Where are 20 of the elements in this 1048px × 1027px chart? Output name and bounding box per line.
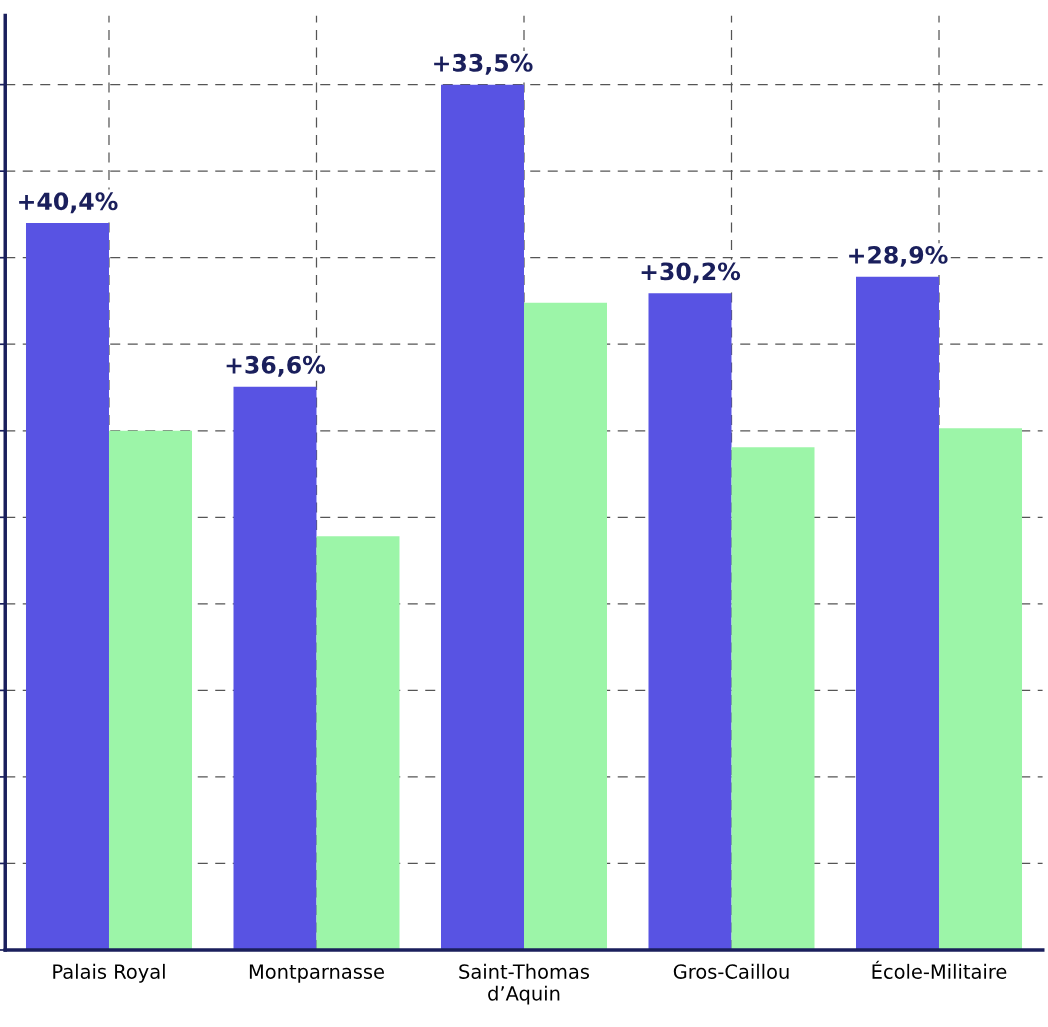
x-tick-label: Montparnasse xyxy=(249,964,384,983)
x-tick-label: Palais Royal xyxy=(53,963,165,983)
bar xyxy=(939,428,1023,950)
bar xyxy=(316,536,400,950)
bar xyxy=(524,302,607,950)
bar xyxy=(856,276,940,950)
x-tick-label: École-Militaire xyxy=(872,960,1007,979)
bar xyxy=(25,223,109,950)
annotation: +28,9% xyxy=(849,245,948,267)
x-tick-label: Saint-Thomas d’Aquin xyxy=(459,963,590,1005)
x-tick-label: Gros-Caillou xyxy=(673,963,789,979)
bar xyxy=(731,447,815,950)
bar xyxy=(233,386,317,950)
annotation: +30,2% xyxy=(641,262,741,284)
annotation: +36,6% xyxy=(226,355,326,377)
annotation: +33,5% xyxy=(434,53,533,75)
bar xyxy=(441,84,524,950)
annotation: +40,4% xyxy=(19,192,118,214)
bar xyxy=(108,430,192,950)
bar xyxy=(648,293,732,950)
